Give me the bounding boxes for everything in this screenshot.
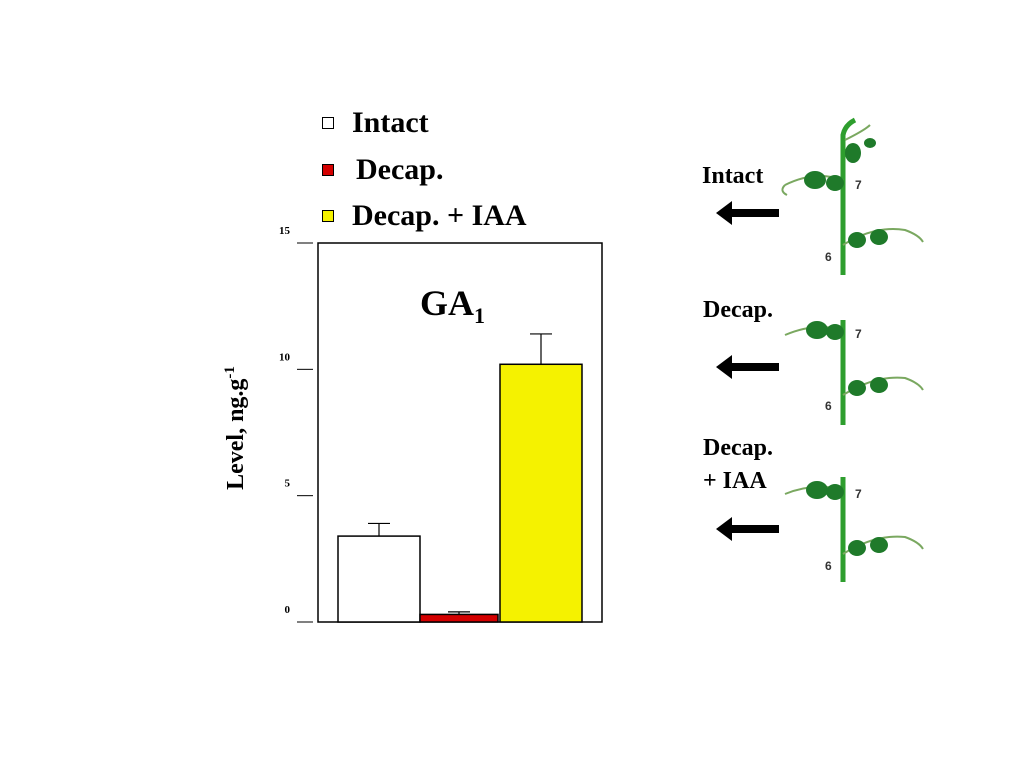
- legend-label: Decap. + IAA: [352, 199, 527, 232]
- legend-label: Intact: [352, 106, 429, 139]
- bar: [499, 363, 583, 623]
- y-tick-label: 5: [285, 478, 291, 490]
- node-number: 7: [855, 178, 862, 192]
- legend-swatch: [322, 117, 334, 129]
- node-number: 6: [825, 250, 832, 264]
- bar: [337, 535, 421, 623]
- legend-item-decap-iaa: Decap. + IAA: [322, 199, 527, 233]
- arrow-left-icon: [716, 517, 779, 541]
- pea-plant-intact-icon: 7 6: [781, 117, 924, 275]
- plant-label-intact: Intact: [702, 163, 764, 189]
- legend-swatch: [322, 164, 334, 176]
- legend-label: Decap.: [356, 153, 444, 186]
- node-number: 6: [825, 559, 832, 573]
- bars: [337, 333, 583, 623]
- plant-label-decap-iaa: Decap. + IAA: [703, 435, 773, 494]
- y-axis-ticks: 0 5 10 15: [279, 225, 313, 623]
- legend-swatch: [322, 210, 334, 222]
- pea-plant-decap-icon: 7 6: [784, 320, 924, 425]
- node-number: 7: [855, 487, 862, 501]
- arrow-left-icon: [716, 355, 779, 379]
- y-tick-label: 10: [279, 351, 291, 363]
- node-number: 6: [825, 399, 832, 413]
- legend-item-decap: Decap.: [322, 153, 443, 187]
- y-tick-label: 0: [285, 604, 291, 616]
- pea-plant-decap-iaa-icon: 7 6: [784, 477, 924, 582]
- y-axis-label: Level, ng.g-1: [222, 366, 249, 490]
- bar: [419, 613, 499, 623]
- node-number: 7: [855, 327, 862, 341]
- arrow-left-icon: [716, 201, 779, 225]
- y-tick-label: 15: [279, 225, 291, 237]
- legend-item-intact: Intact: [322, 106, 429, 140]
- chart-title: GA1: [420, 283, 485, 329]
- plant-label-decap: Decap.: [703, 297, 773, 323]
